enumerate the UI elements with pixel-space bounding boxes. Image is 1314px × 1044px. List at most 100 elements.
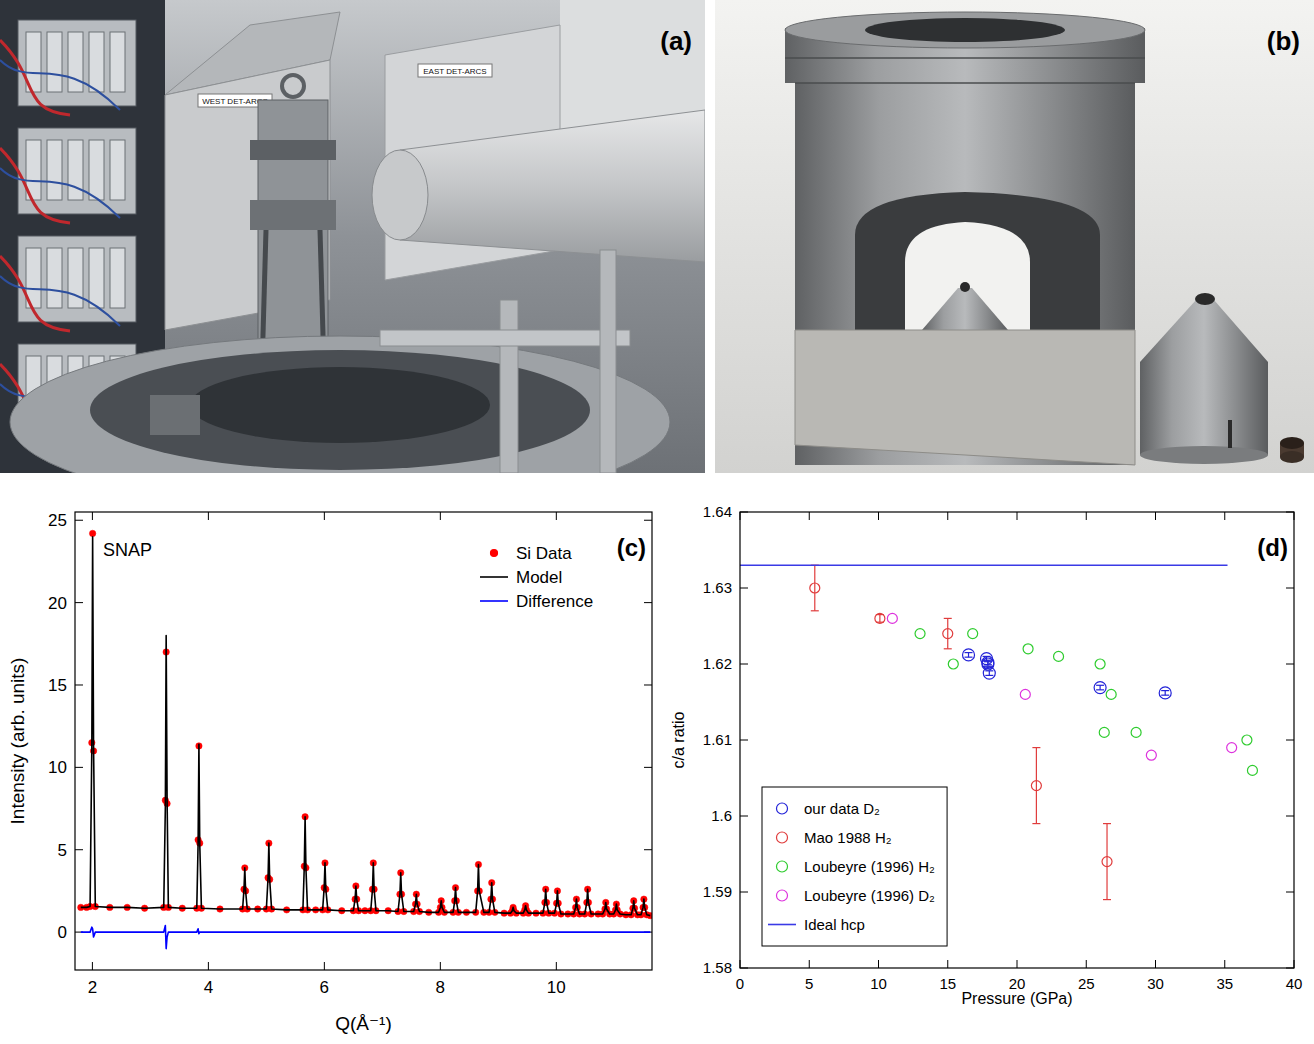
- y-tick-label: 10: [48, 758, 67, 777]
- legend-swatch: [777, 861, 788, 872]
- error-bar-cap: [811, 610, 819, 611]
- y-tick-label: 15: [48, 676, 67, 695]
- x-tick-label: 2: [88, 978, 97, 997]
- y-tick-label: 1.61: [703, 731, 732, 748]
- error-bar: [984, 662, 992, 667]
- x-tick: [1224, 960, 1225, 968]
- data-point: [1094, 682, 1106, 694]
- error-bar-cap: [1032, 747, 1040, 748]
- connector: [47, 140, 62, 200]
- plot-frame: [75, 512, 652, 970]
- x-tick-label: 10: [870, 975, 887, 992]
- error-bar: [1161, 691, 1169, 696]
- series-line: [81, 537, 650, 916]
- x-tick: [809, 512, 810, 520]
- x-tick: [556, 512, 557, 520]
- error-bar-cap: [984, 660, 992, 661]
- x-tick: [809, 960, 810, 968]
- connector: [110, 140, 125, 200]
- connector: [89, 140, 104, 200]
- y-tick: [740, 740, 748, 741]
- error-bar-stem: [1099, 685, 1100, 690]
- y-tick: [1286, 816, 1294, 817]
- error-bar-stem: [1106, 824, 1107, 900]
- error-bar-cap: [1096, 685, 1104, 686]
- legend-label: Mao 1988 H₂: [804, 829, 892, 846]
- legend-swatch: [491, 550, 498, 557]
- x-tick: [1017, 960, 1018, 968]
- y-tick: [75, 767, 83, 768]
- data-point: [948, 659, 958, 669]
- x-tick: [1086, 960, 1087, 968]
- y-tick-label: 0: [58, 923, 67, 942]
- y-tick: [644, 520, 652, 521]
- piston-slot: [1228, 420, 1232, 448]
- extrusion: [380, 330, 630, 346]
- connector: [47, 248, 62, 308]
- error-bar-stem: [947, 618, 948, 648]
- panel-label: (b): [1267, 26, 1300, 56]
- cable: [0, 168, 120, 218]
- piston-base: [1140, 446, 1268, 464]
- x-tick: [92, 962, 93, 970]
- y-tick: [644, 602, 652, 603]
- x-tick-label: 15: [939, 975, 956, 992]
- x-tick: [208, 512, 209, 520]
- window-frame: [855, 192, 1100, 330]
- figure: WEST DET-ARCSEAST DET-ARCS(a)(b)24681005…: [0, 0, 1314, 1044]
- data-point: [1106, 689, 1116, 699]
- error-bar-cap: [1161, 695, 1169, 696]
- ring-bottom: [1280, 451, 1304, 463]
- annotation: SNAP: [103, 540, 152, 560]
- error-bar-cap: [985, 670, 993, 671]
- connector: [47, 32, 62, 92]
- legend-label: Difference: [516, 592, 593, 611]
- error-bar: [1032, 748, 1040, 824]
- data-point: [1227, 743, 1237, 753]
- data-point: [1102, 857, 1112, 867]
- marks: [78, 530, 652, 948]
- data-point: [1099, 727, 1109, 737]
- legend-label: Si Data: [516, 544, 572, 563]
- data-point: [1242, 735, 1252, 745]
- x-tick-label: 30: [1147, 975, 1164, 992]
- y-tick: [740, 664, 748, 665]
- legend-label: Loubeyre (1996) D₂: [804, 887, 935, 904]
- y-tick-label: 1.6: [711, 807, 732, 824]
- legend: our data D₂Mao 1988 H₂Loubeyre (1996) H₂…: [762, 787, 947, 946]
- y-tick-label: 25: [48, 511, 67, 530]
- y-tick: [1286, 588, 1294, 589]
- plot-area: [740, 512, 1294, 968]
- error-bar: [944, 618, 952, 648]
- data-point: [1054, 651, 1064, 661]
- error-bar-stem: [989, 671, 990, 676]
- label-plate: [418, 64, 492, 77]
- y-tick: [740, 816, 748, 817]
- panel-label: (c): [617, 534, 646, 561]
- data-point: [915, 629, 925, 639]
- y-tick-label: 1.58: [703, 959, 732, 976]
- window-opening: [905, 222, 1030, 330]
- plot-frame: [740, 512, 1294, 968]
- connector: [68, 140, 83, 200]
- legend-swatch: [777, 890, 788, 901]
- data-point: [1095, 659, 1105, 669]
- cut-face: [795, 330, 1135, 465]
- error-bar-cap: [1103, 899, 1111, 900]
- y-tick: [1286, 740, 1294, 741]
- plot-area: [75, 512, 652, 970]
- panel-label: (a): [660, 26, 692, 56]
- cell-top: [785, 12, 1145, 48]
- y-tick: [1286, 892, 1294, 893]
- series-line: [81, 926, 650, 949]
- press-band: [250, 200, 336, 230]
- x-tick: [440, 512, 441, 520]
- x-tick: [208, 962, 209, 970]
- electronics-box: [18, 236, 136, 322]
- cable: [0, 256, 70, 331]
- error-bar: [1103, 824, 1111, 900]
- error-bar: [1096, 685, 1104, 690]
- threaded-hole: [865, 18, 1065, 42]
- extrusion: [500, 300, 518, 473]
- y-axis-title: Intensity (arb. units): [7, 658, 28, 825]
